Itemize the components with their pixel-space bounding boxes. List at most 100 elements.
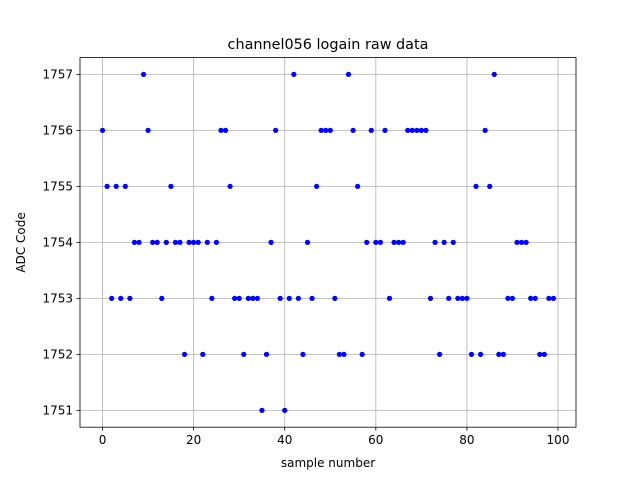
y-tick-label: 1756 xyxy=(42,124,73,138)
data-point xyxy=(109,295,115,301)
data-point xyxy=(254,295,261,301)
data-point xyxy=(241,351,247,357)
x-tick-label: 40 xyxy=(277,433,292,447)
data-point xyxy=(373,239,379,245)
data-point xyxy=(286,295,292,301)
data-point xyxy=(409,127,415,133)
data-point xyxy=(355,183,361,189)
data-point xyxy=(395,239,402,245)
data-point xyxy=(263,351,270,357)
data-point xyxy=(477,351,484,357)
data-point xyxy=(259,407,265,413)
data-point xyxy=(277,295,283,301)
data-point xyxy=(118,295,124,301)
data-point xyxy=(295,295,301,301)
data-point xyxy=(432,239,438,245)
data-point xyxy=(441,239,447,245)
data-point xyxy=(514,239,520,245)
data-point xyxy=(436,351,443,357)
data-point xyxy=(209,295,215,301)
data-point xyxy=(523,239,529,245)
data-point xyxy=(232,295,238,301)
data-point xyxy=(136,239,142,245)
data-point xyxy=(541,351,547,357)
data-point xyxy=(455,295,461,301)
data-point xyxy=(500,351,506,357)
x-tick-label: 80 xyxy=(459,433,474,447)
data-point xyxy=(546,295,552,301)
y-tick-label: 1751 xyxy=(42,404,73,418)
data-point xyxy=(304,239,311,245)
data-point xyxy=(273,127,279,133)
data-point xyxy=(537,351,543,357)
data-point xyxy=(99,127,106,133)
data-point xyxy=(427,295,434,301)
x-tick-label: 0 xyxy=(99,433,107,447)
data-point xyxy=(368,127,374,133)
data-point xyxy=(473,183,479,189)
x-axis-ticks: 0 20 40 60 80 100 xyxy=(99,427,570,447)
data-point xyxy=(159,295,165,301)
x-axis-label: sample number xyxy=(281,456,375,470)
data-point xyxy=(113,183,119,189)
data-point xyxy=(213,239,220,245)
data-point xyxy=(122,183,128,189)
data-point xyxy=(359,351,365,357)
data-point xyxy=(423,127,429,133)
data-point xyxy=(282,407,288,413)
data-point xyxy=(200,351,206,357)
data-point xyxy=(327,127,333,133)
data-point xyxy=(195,239,201,245)
data-point xyxy=(350,127,356,133)
x-tick-label: 100 xyxy=(547,433,570,447)
data-point xyxy=(218,127,224,133)
data-point xyxy=(450,239,456,245)
data-point xyxy=(314,183,320,189)
data-point xyxy=(168,183,174,189)
data-point xyxy=(222,127,229,133)
data-point xyxy=(528,295,534,301)
data-point xyxy=(291,71,297,77)
data-point xyxy=(345,71,352,77)
data-point xyxy=(323,127,329,133)
y-axis-label: ADC Code xyxy=(14,212,28,272)
data-point xyxy=(382,127,388,133)
data-point xyxy=(482,127,488,133)
data-points xyxy=(99,71,557,413)
data-point xyxy=(400,239,406,245)
data-point xyxy=(550,295,557,301)
data-point xyxy=(191,239,197,245)
data-point xyxy=(518,239,525,245)
data-point xyxy=(386,295,393,301)
data-point xyxy=(163,239,169,245)
data-point xyxy=(414,127,420,133)
y-tick-label: 1754 xyxy=(42,236,73,250)
x-tick-label: 20 xyxy=(186,433,201,447)
data-point xyxy=(227,183,233,189)
data-point xyxy=(491,71,497,77)
data-point xyxy=(154,239,160,245)
data-point xyxy=(204,239,210,245)
data-point xyxy=(150,239,156,245)
data-point xyxy=(509,295,516,301)
data-point xyxy=(464,295,470,301)
y-tick-label: 1752 xyxy=(42,348,73,362)
data-point xyxy=(405,127,411,133)
data-point xyxy=(131,239,138,245)
data-point xyxy=(505,295,511,301)
data-point xyxy=(300,351,306,357)
y-tick-label: 1757 xyxy=(42,68,73,82)
data-point xyxy=(391,239,397,245)
data-point xyxy=(186,239,192,245)
data-point xyxy=(496,351,502,357)
data-point xyxy=(468,351,475,357)
data-point xyxy=(309,295,315,301)
data-point xyxy=(418,127,424,133)
y-tick-label: 1753 xyxy=(42,292,73,306)
data-point xyxy=(459,295,465,301)
data-point xyxy=(177,239,183,245)
data-point xyxy=(377,239,383,245)
data-point xyxy=(446,295,452,301)
y-axis-ticks: 1751 1752 1753 1754 1755 1756 1757 xyxy=(42,68,80,418)
